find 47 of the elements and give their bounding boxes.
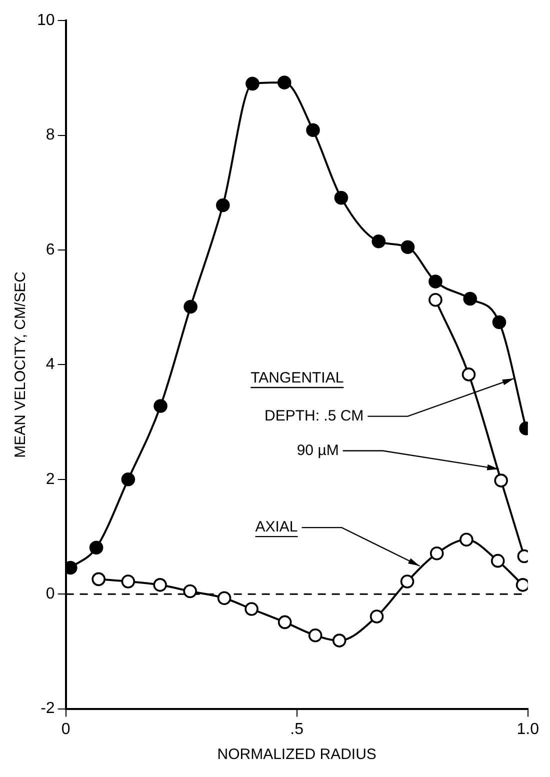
y-tick-label: 6 (46, 241, 55, 258)
y-axis-title: MEAN VELOCITY, CM/SEC (12, 271, 30, 458)
point (462, 368, 476, 382)
point (492, 315, 506, 330)
point (308, 628, 322, 642)
y-tick-label: 2 (46, 470, 55, 488)
point (183, 584, 197, 598)
point (246, 76, 260, 91)
annotation: 90 µM (296, 442, 339, 459)
point (153, 578, 167, 592)
point (216, 198, 230, 212)
point (332, 634, 346, 648)
annotation: AXIAL (255, 518, 298, 536)
point (400, 574, 414, 588)
y-tick-label: -2 (40, 700, 55, 718)
point (184, 300, 198, 314)
annotation: TANGENTIAL (250, 370, 344, 387)
point (121, 472, 136, 486)
point (217, 591, 232, 606)
point (370, 610, 384, 624)
point (306, 123, 320, 138)
point (244, 602, 258, 616)
x-tick-label: 0 (61, 720, 70, 738)
x-tick-label: .5 (290, 720, 304, 738)
point (277, 76, 292, 90)
point (278, 615, 292, 630)
point (490, 554, 505, 568)
point (430, 546, 444, 560)
point (89, 540, 104, 555)
point (463, 292, 478, 306)
x-axis-title: NORMALIZED RADIUS (217, 746, 376, 764)
point (460, 532, 474, 547)
point (400, 240, 415, 254)
y-tick-label: 4 (46, 356, 55, 374)
point (428, 292, 442, 307)
annotation: DEPTH: .5 CM (264, 407, 364, 424)
point (121, 574, 136, 588)
y-tick-label: 8 (46, 126, 55, 144)
y-tick-label: 0 (46, 586, 55, 603)
point (372, 234, 386, 248)
point (428, 274, 442, 288)
point (154, 399, 168, 413)
point (494, 474, 508, 488)
x-tick-label: 1.0 (516, 720, 540, 738)
y-tick-label: 10 (37, 12, 55, 30)
point (334, 190, 348, 205)
point (92, 572, 106, 586)
